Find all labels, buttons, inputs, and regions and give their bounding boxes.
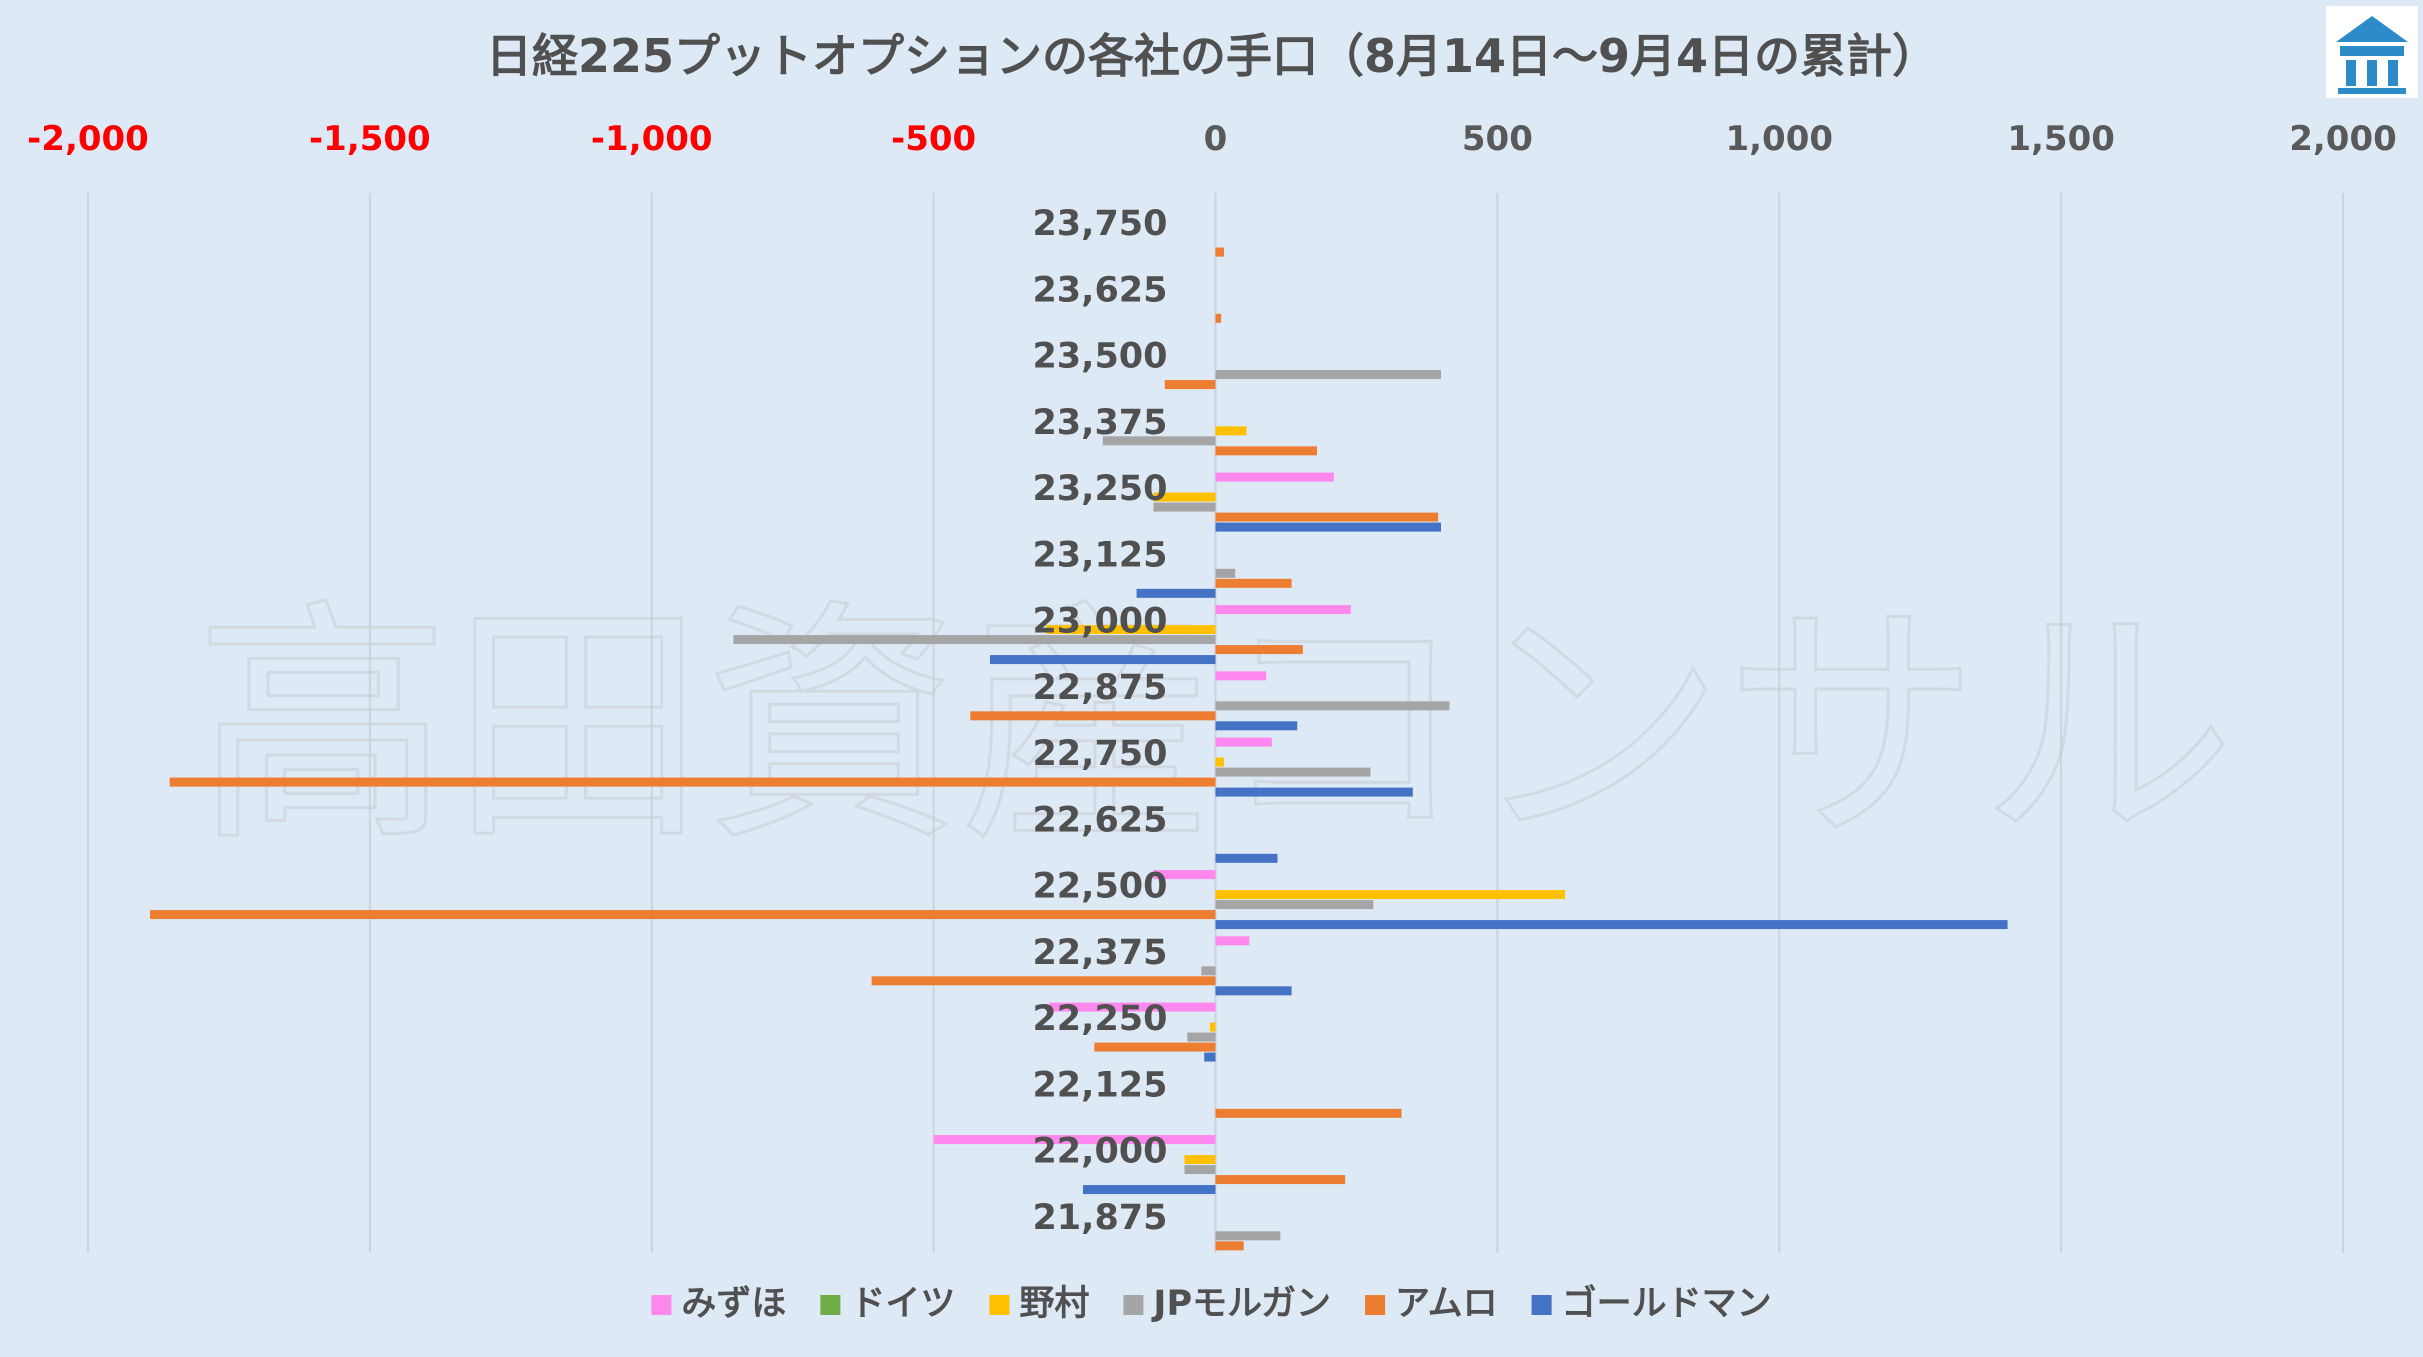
bar-JPモルガン-22,500 (1215, 900, 1374, 910)
legend-swatch (1123, 1295, 1144, 1315)
bar-アムロ-22,000 (1215, 1175, 1346, 1185)
bar-JPモルガン-23,125 (1215, 568, 1236, 578)
legend-label: アムロ (1395, 1284, 1498, 1324)
bar-アムロ-23,500 (1164, 380, 1216, 390)
bar-ゴールドマン-22,375 (1215, 986, 1292, 996)
legend-label: ゴールドマン (1562, 1283, 1772, 1324)
bar-ゴールドマン-22,250 (1204, 1052, 1216, 1062)
bar-ゴールドマン-23,000 (990, 655, 1216, 665)
bar-みずほ-22,000 (933, 1135, 1216, 1145)
bar-アムロ-23,625 (1215, 313, 1222, 323)
bar-みずほ-23,250 (1215, 472, 1334, 482)
legend-label: 野村 (1019, 1284, 1089, 1324)
legend-label: JPモルガン (1151, 1284, 1331, 1324)
bar-ゴールドマン-22,750 (1215, 787, 1413, 797)
legend: みずほ ドイツ 野村 JPモルガン アムロ ゴールドマン (651, 1283, 1772, 1324)
bar-ゴールドマン-22,000 (1083, 1185, 1216, 1195)
y-tick-label: 23,750 (1032, 204, 1167, 244)
y-tick-label: 22,875 (1032, 668, 1167, 708)
bar-みずほ-22,500 (1153, 870, 1216, 880)
x-tick-label: -500 (891, 119, 976, 159)
x-tick-label: 1,500 (2007, 119, 2115, 159)
y-tick-label: 23,375 (1032, 403, 1167, 443)
bar-アムロ-23,375 (1215, 446, 1317, 456)
bar-JPモルガン-23,375 (1102, 436, 1216, 446)
bar-みずほ-23,000 (1215, 605, 1351, 615)
y-tick-label: 22,500 (1032, 867, 1167, 907)
bar-アムロ-23,750 (1215, 247, 1224, 257)
bar-アムロ-22,500 (150, 910, 1216, 920)
bar-JPモルガン-23,000 (733, 635, 1216, 645)
bar-野村-22,500 (1215, 890, 1566, 900)
legend-swatch (1531, 1295, 1552, 1315)
bar-ゴールドマン-23,250 (1215, 522, 1441, 532)
y-tick-label: 23,000 (1032, 602, 1167, 642)
bar-JPモルガン-23,250 (1153, 502, 1216, 512)
y-tick-label: 22,000 (1032, 1132, 1167, 1172)
y-tick-label: 23,500 (1032, 337, 1167, 377)
x-axis-ticks: -2,000 -1,500 -1,000 -500 0 500 1,000 1,500 2,00… (27, 119, 2397, 159)
bar-アムロ-22,125 (1215, 1108, 1402, 1118)
bar-ゴールドマン-22,875 (1215, 721, 1298, 731)
y-tick-label: 22,375 (1032, 933, 1167, 973)
legend-swatch (820, 1295, 841, 1315)
x-tick-label: -1,000 (591, 119, 713, 159)
legend-swatch (1365, 1295, 1386, 1315)
y-tick-label: 22,250 (1032, 999, 1167, 1039)
bar-みずほ-22,875 (1215, 671, 1267, 681)
chart-title: 日経225プットオプションの各社の手口（8月14日～9月4日の累計） (486, 29, 1938, 83)
building-logo-icon (2326, 6, 2418, 98)
bar-野村-23,250 (1153, 492, 1216, 502)
watermark: 高田資産コンサル (195, 579, 2235, 876)
legend-label: みずほ (681, 1284, 786, 1324)
bar-野村-22,000 (1184, 1155, 1216, 1165)
bar-野村-22,250 (1209, 1022, 1216, 1032)
x-tick-label: 0 (1204, 119, 1228, 159)
bar-JPモルガン-22,000 (1184, 1165, 1216, 1175)
x-tick-label: -2,000 (27, 119, 149, 159)
bar-アムロ-22,750 (169, 777, 1216, 787)
bar-ゴールドマン-22,500 (1215, 920, 2008, 930)
x-tick-label: -1,500 (309, 119, 431, 159)
bar-JPモルガン-21,875 (1215, 1231, 1281, 1241)
bar-JPモルガン-23,500 (1215, 370, 1441, 380)
y-tick-label: 23,250 (1032, 469, 1167, 509)
bar-アムロ-23,000 (1215, 645, 1303, 655)
bar-JPモルガン-22,875 (1215, 701, 1450, 711)
bar-野村-22,750 (1215, 757, 1224, 767)
y-tick-label: 23,125 (1032, 535, 1167, 575)
bar-野村-23,000 (1046, 625, 1216, 635)
x-tick-label: 2,000 (2289, 119, 2397, 159)
bar-JPモルガン-22,375 (1201, 966, 1216, 976)
bar-アムロ-21,875 (1215, 1241, 1244, 1251)
bar-アムロ-22,375 (871, 976, 1216, 986)
legend-swatch (651, 1295, 672, 1315)
y-tick-label: 23,625 (1032, 270, 1167, 310)
bar-みずほ-22,375 (1215, 936, 1250, 946)
bar-アムロ-22,250 (1094, 1042, 1216, 1052)
bar-みずほ-22,750 (1215, 737, 1272, 747)
y-axis-ticks: 23,750 23,625 23,500 23,375 23,250 23,125 23,0… (1032, 204, 1167, 1238)
bar-アムロ-23,125 (1215, 578, 1292, 588)
bar-アムロ-23,250 (1215, 512, 1439, 522)
bar-ゴールドマン-23,125 (1136, 588, 1216, 598)
legend-swatch (989, 1295, 1010, 1315)
legend-label: ドイツ (850, 1284, 955, 1324)
x-tick-label: 500 (1462, 119, 1533, 159)
y-tick-label: 22,125 (1032, 1065, 1167, 1105)
bar-JPモルガン-22,750 (1215, 767, 1371, 777)
bar-野村-23,375 (1215, 426, 1247, 436)
gridlines (87, 193, 2344, 1253)
x-tick-label: 1,000 (1725, 119, 1833, 159)
bar-アムロ-22,875 (970, 711, 1216, 721)
bars (150, 247, 2008, 1251)
bar-みずほ-22,250 (1049, 1002, 1216, 1012)
y-tick-label: 22,750 (1032, 734, 1167, 774)
bar-JPモルガン-22,250 (1187, 1032, 1216, 1042)
y-tick-label: 22,625 (1032, 800, 1167, 840)
y-tick-label: 21,875 (1032, 1198, 1167, 1238)
bar-ゴールドマン-22,625 (1215, 853, 1278, 863)
